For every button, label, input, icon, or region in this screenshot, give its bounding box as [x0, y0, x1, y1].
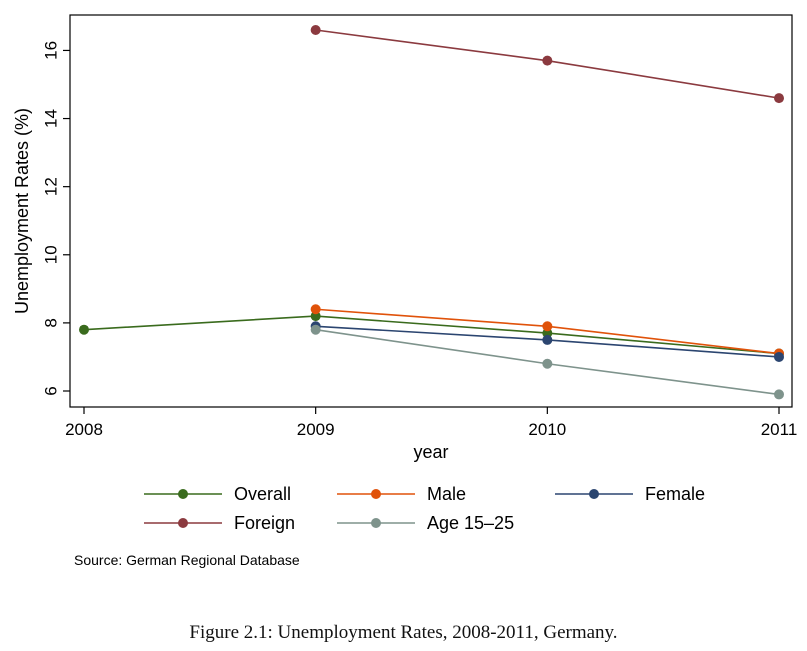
data-point-male	[310, 304, 321, 315]
y-tick-label: 10	[41, 245, 60, 264]
x-axis: 2008 2009 2010 2011	[65, 407, 797, 439]
data-point-foreign	[774, 93, 784, 104]
unemployment-chart: 6 8 10 12 14 16 2008 2009 2010 2011 year Unemplo…	[12, 14, 797, 568]
data-point-foreign	[310, 25, 321, 35]
data-point-age-15-25	[774, 389, 784, 400]
series-layer	[79, 25, 784, 400]
legend-marker-female	[589, 489, 599, 499]
source-note: Source: German Regional Database	[74, 552, 300, 568]
legend-marker-foreign	[178, 518, 188, 528]
legend-label-female: Female	[645, 484, 705, 504]
y-tick-label: 6	[41, 386, 60, 395]
data-point-female	[774, 351, 784, 362]
y-axis-title: Unemployment Rates (%)	[12, 108, 32, 314]
y-tick-label: 16	[41, 41, 60, 60]
x-axis-title: year	[413, 442, 448, 462]
data-point-foreign	[542, 55, 553, 66]
y-tick-label: 14	[41, 109, 60, 128]
data-point-overall	[79, 324, 89, 335]
legend-label-male: Male	[427, 484, 466, 504]
y-tick-label: 8	[41, 318, 60, 327]
x-tick-label: 2008	[65, 420, 103, 439]
legend-label-overall: Overall	[234, 484, 291, 504]
y-tick-label: 12	[41, 177, 60, 196]
y-axis: 6 8 10 12 14 16	[41, 41, 70, 396]
plot-frame	[69, 14, 793, 408]
x-tick-label: 2010	[528, 420, 566, 439]
legend-label-foreign: Foreign	[234, 513, 295, 533]
figure-caption: Figure 2.1: Unemployment Rates, 2008-201…	[189, 622, 618, 643]
data-point-age-15-25	[310, 324, 321, 335]
legend: Overall Male Female Foreign Age 15–25	[144, 484, 705, 533]
data-point-male	[542, 321, 553, 332]
x-tick-label: 2011	[761, 420, 798, 439]
series-line-overall	[83, 315, 780, 355]
legend-marker-age-15-25	[371, 518, 381, 528]
legend-marker-overall	[178, 489, 188, 499]
data-point-female	[542, 334, 553, 345]
data-point-age-15-25	[542, 358, 553, 369]
legend-label-age-15-25: Age 15–25	[427, 513, 514, 533]
legend-marker-male	[371, 489, 381, 499]
x-tick-label: 2009	[297, 420, 335, 439]
